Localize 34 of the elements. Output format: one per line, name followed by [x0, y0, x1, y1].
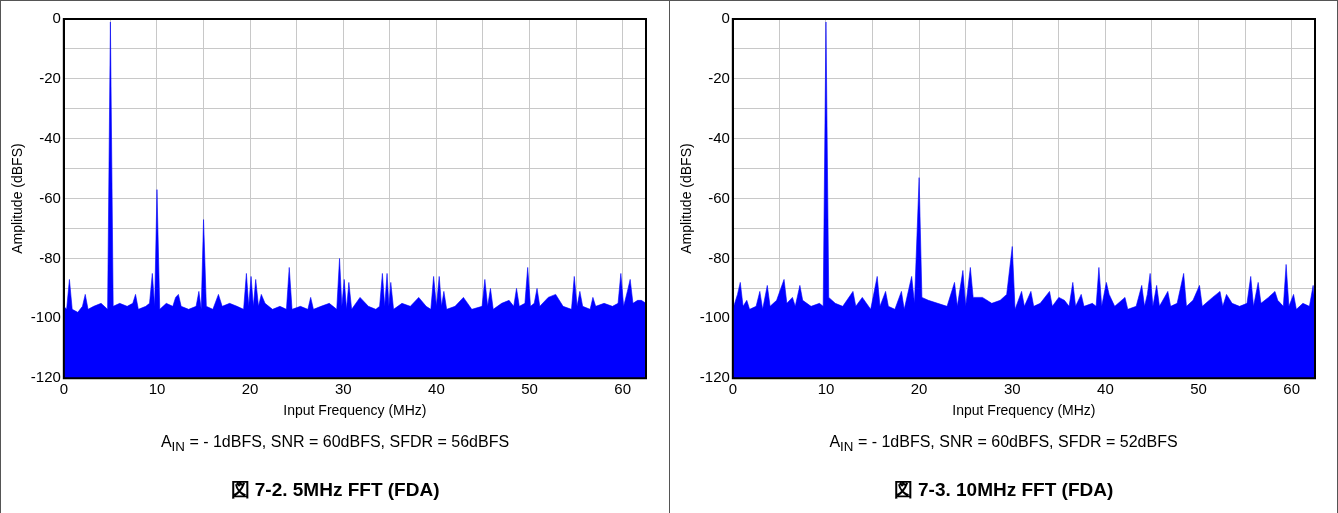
y-tick-label: -80 — [708, 248, 730, 266]
x-tick-label: 20 — [241, 380, 259, 398]
x-tick-label: 30 — [1003, 380, 1021, 398]
x-tick-label: 10 — [148, 380, 166, 398]
y-tick-label: -120 — [30, 368, 61, 386]
text: A$_{IN}$ = - 1dBFS, SNR = 60dBFS, SFDR = 52dBFS — [828, 433, 1179, 455]
x-tick-label: 20 — [910, 380, 928, 398]
y-tick-label: 0 — [721, 9, 730, 27]
y-tick-label: -80 — [39, 248, 61, 266]
x-tick-label: 10 — [817, 380, 835, 398]
y-tick-label: 0 — [52, 9, 61, 27]
y-tick-label: -20 — [39, 69, 61, 87]
y-axis-title: Amplitude (dBFS) — [9, 143, 26, 254]
x-axis-title: Input Frequency (MHz) — [952, 402, 1096, 419]
y-tick-label: -100 — [699, 308, 730, 326]
y-tick-label: -120 — [699, 368, 730, 386]
x-tick-label: 40 — [1097, 380, 1114, 398]
y-tick-label: -60 — [39, 188, 61, 206]
text: 図 7-3. 10MHz FFT (FDA) — [892, 478, 1115, 502]
x-tick-label: 30 — [334, 380, 352, 398]
y-tick-label: -40 — [39, 128, 61, 146]
text: 図 7-2. 5MHz FFT (FDA) — [229, 478, 441, 502]
y-axis-title: Amplitude (dBFS) — [678, 143, 695, 254]
y-tick-label: -60 — [708, 188, 730, 206]
y-tick-label: -40 — [708, 128, 730, 146]
text: A$_{IN}$ = - 1dBFS, SNR = 60dBFS, SFDR = 56dBFS — [159, 433, 511, 455]
y-tick-label: -100 — [30, 308, 61, 326]
x-tick-label: 60 — [614, 380, 632, 398]
x-tick-label: 50 — [1190, 380, 1207, 398]
y-tick-label: -20 — [708, 69, 730, 87]
x-tick-label: 60 — [1283, 380, 1301, 398]
x-axis-title: Input Frequency (MHz) — [283, 402, 427, 419]
x-tick-label: 50 — [521, 380, 538, 398]
x-tick-label: 40 — [428, 380, 445, 398]
